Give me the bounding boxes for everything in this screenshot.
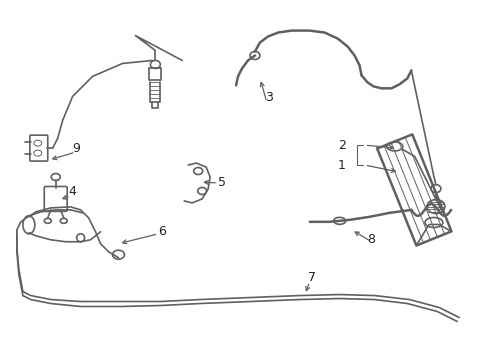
Text: 2: 2	[338, 139, 345, 152]
Text: 9: 9	[73, 141, 80, 155]
Text: 4: 4	[69, 185, 76, 198]
Text: 1: 1	[338, 158, 345, 172]
Text: 8: 8	[368, 233, 375, 246]
Text: 5: 5	[218, 176, 226, 189]
Text: 7: 7	[308, 271, 316, 284]
Text: 6: 6	[158, 225, 166, 238]
Text: 3: 3	[265, 91, 273, 104]
